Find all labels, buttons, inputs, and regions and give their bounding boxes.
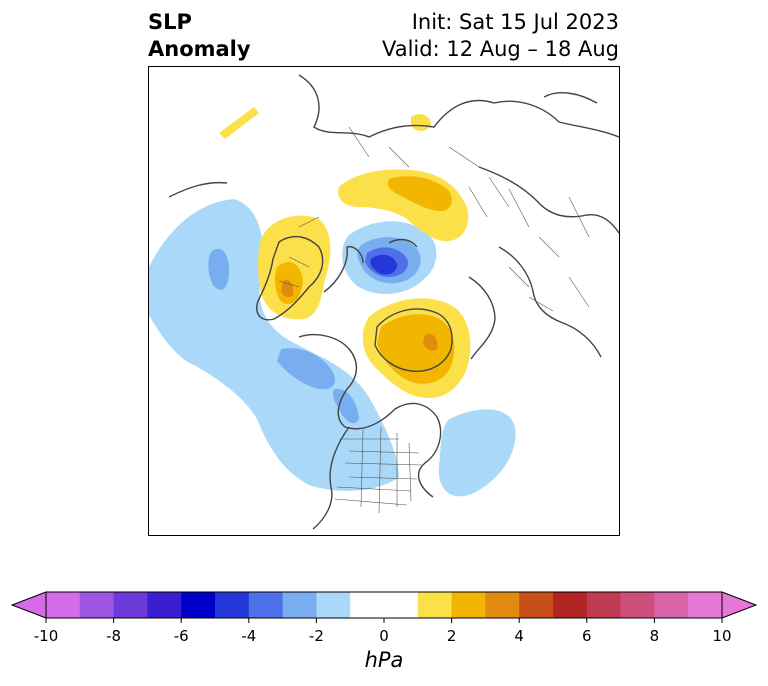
hudson-low-core — [332, 388, 359, 424]
colorbar-tick-label: -8 — [106, 627, 122, 645]
colorbar-segment — [620, 592, 655, 618]
colorbar-segment — [316, 592, 351, 618]
title-field: Anomaly — [148, 37, 251, 61]
title-variable: SLP — [148, 10, 192, 34]
colorbar-tick-label: -2 — [308, 627, 324, 645]
colorbar-segment — [46, 592, 81, 618]
colorbar-tickmarks — [45, 618, 723, 623]
colorbar-segment — [586, 592, 622, 618]
colorbar-tick-label: -10 — [33, 627, 59, 645]
arctic-ridge-core — [387, 176, 452, 211]
north-pacific-blob — [411, 114, 431, 131]
colorbar-tick-label: 4 — [514, 627, 524, 645]
colorbar-segment — [282, 592, 317, 618]
colorbar-segment — [147, 592, 182, 618]
colorbar-tick-label: 10 — [712, 627, 732, 645]
colorbar-segment — [113, 592, 148, 618]
greenland-high-peak — [423, 333, 438, 351]
colorbar-segment — [181, 592, 216, 618]
colorbar-segment — [215, 592, 250, 618]
negative-anomaly-regions — [149, 199, 516, 497]
colorbar-segment — [654, 592, 689, 618]
north-pacific-streak — [219, 107, 259, 139]
colorbar-tick-label: 2 — [446, 627, 457, 645]
siberian-low-core — [370, 254, 397, 275]
colorbar-segment — [417, 592, 453, 618]
colorbar-tick-label: -4 — [241, 627, 257, 645]
colorbar-extension-min — [10, 591, 47, 619]
colorbar-segment — [553, 592, 588, 618]
colorbar-segment — [384, 592, 419, 618]
colorbar-tick-label: 6 — [582, 627, 592, 645]
colorbar-segment — [350, 592, 385, 618]
colorbar-unit: hPa — [364, 648, 404, 672]
pacific-low-core — [208, 248, 229, 290]
colorbar-segment — [248, 592, 284, 618]
political-borders — [278, 126, 590, 514]
anomaly-map — [149, 74, 619, 530]
colorbar-segment — [485, 592, 520, 618]
colorbar-tick-label: -6 — [173, 627, 189, 645]
colorbar-tick-label: 8 — [649, 627, 660, 645]
colorbar-extension-max — [721, 591, 758, 619]
valid-range: Valid: 12 Aug – 18 Aug — [381, 37, 619, 61]
alaska-low-core — [277, 348, 335, 390]
coastlines — [168, 74, 619, 530]
colorbar — [10, 591, 758, 623]
colorbar-segments — [45, 591, 723, 619]
colorbar-segment — [519, 592, 554, 618]
atlantic-low — [438, 409, 516, 497]
forecast-dates: Init: Sat 15 Jul 2023 Valid: 12 Aug – 18… — [382, 9, 619, 63]
init-date: Init: Sat 15 Jul 2023 — [411, 10, 619, 34]
map-title: SLP Anomaly — [148, 9, 251, 63]
colorbar-segment — [688, 592, 723, 618]
map-panel — [148, 66, 620, 536]
colorbar-tick-label: 0 — [379, 627, 389, 645]
colorbar-segment — [451, 592, 486, 618]
colorbar-segment — [79, 592, 115, 618]
